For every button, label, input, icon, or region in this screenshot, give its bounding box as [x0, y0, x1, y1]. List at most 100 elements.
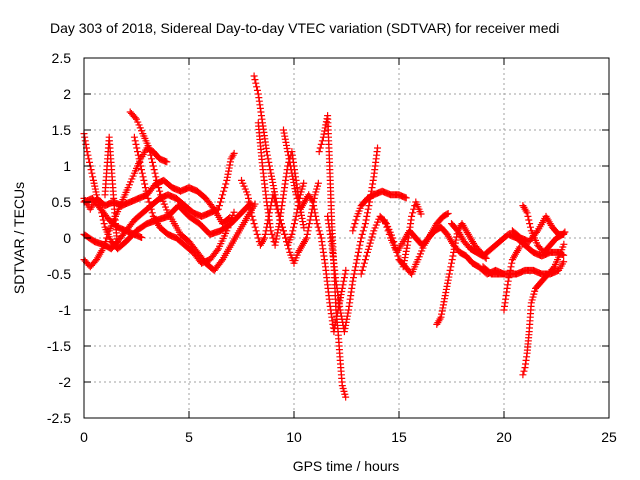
data-point: [275, 212, 283, 220]
data-point: [309, 198, 317, 206]
series-sat-d: [80, 149, 238, 253]
data-point: [516, 243, 524, 251]
data-point: [305, 220, 313, 228]
data-point: [219, 191, 227, 199]
data-point: [264, 155, 272, 163]
data-point: [384, 227, 392, 235]
data-point: [385, 230, 393, 238]
data-point: [358, 230, 366, 238]
y-tick-label: 0.5: [52, 194, 72, 210]
y-tick-label: 1.5: [52, 122, 72, 138]
data-point: [353, 256, 361, 264]
chart-title: Day 303 of 2018, Sidereal Day-to-day VTE…: [50, 20, 559, 36]
data-point: [278, 223, 286, 231]
data-point: [284, 148, 292, 156]
data-point: [360, 259, 368, 267]
data-point: [520, 367, 528, 375]
data-point: [303, 234, 311, 242]
data-point: [153, 176, 161, 184]
data-point: [87, 166, 95, 174]
x-tick-label: 25: [601, 429, 617, 445]
data-point: [367, 236, 375, 244]
data-point: [342, 266, 350, 274]
series-sat-g: [130, 133, 238, 267]
data-point: [383, 223, 391, 231]
data-point: [366, 239, 374, 247]
data-point: [532, 228, 540, 236]
y-tick-label: -1.5: [47, 338, 71, 354]
data-point: [359, 227, 367, 235]
data-point: [141, 184, 149, 192]
data-point: [318, 137, 326, 145]
data-point: [284, 151, 292, 159]
data-point: [350, 270, 358, 278]
y-tick-label: -2: [59, 374, 72, 390]
data-point: [294, 198, 302, 206]
data-point: [88, 169, 96, 177]
data-point: [352, 259, 360, 267]
data-point: [264, 216, 272, 224]
data-point: [245, 194, 252, 202]
data-point: [363, 212, 371, 220]
data-point: [312, 216, 320, 224]
y-tick-label: -1: [59, 302, 72, 318]
data-point: [507, 263, 515, 271]
data-point: [93, 191, 101, 199]
data-point: [359, 263, 367, 271]
data-point: [369, 230, 377, 238]
data-point: [244, 191, 252, 199]
data-point: [285, 245, 293, 253]
data-point: [283, 238, 291, 246]
data-point: [292, 212, 300, 220]
data-point: [145, 198, 153, 206]
data-point: [251, 76, 259, 84]
data-point: [250, 72, 258, 80]
y-tick-label: 2: [63, 86, 71, 102]
data-point: [220, 187, 228, 195]
data-point: [282, 234, 290, 242]
data-point: [508, 259, 516, 267]
data-point: [300, 179, 308, 187]
data-point: [523, 209, 531, 217]
data-point: [292, 191, 300, 199]
data-point: [263, 151, 271, 159]
data-point: [350, 274, 357, 282]
data-point: [99, 216, 107, 224]
data-point: [316, 230, 324, 238]
series-sat-w: [519, 202, 569, 256]
data-point: [314, 179, 322, 187]
data-point: [351, 220, 359, 228]
y-tick-label: -2.5: [47, 410, 71, 426]
data-point: [268, 230, 276, 238]
data-point: [364, 209, 371, 217]
y-axis-label: SDTVAR / TECUs: [11, 182, 27, 294]
data-point: [113, 238, 121, 246]
data-point: [315, 148, 323, 156]
data-point: [215, 202, 223, 210]
data-point: [408, 212, 416, 220]
data-point: [144, 194, 152, 202]
series-sat-u: [500, 243, 524, 314]
data-point: [81, 137, 89, 145]
series-sat-m: [324, 144, 382, 336]
data-point: [248, 212, 256, 220]
data-point: [148, 209, 156, 217]
data-point: [263, 148, 271, 156]
series-sat-n: [349, 187, 410, 235]
data-point: [266, 162, 273, 170]
data-point: [287, 162, 294, 170]
data-point: [313, 220, 321, 228]
data-point: [382, 220, 390, 228]
data-point: [276, 216, 284, 224]
data-point: [289, 227, 297, 235]
y-tick-label: 0: [63, 230, 71, 246]
data-point: [81, 133, 89, 141]
data-point: [140, 176, 148, 184]
data-point: [361, 220, 369, 228]
data-point: [253, 83, 261, 91]
data-point: [560, 230, 568, 238]
x-tick-label: 5: [185, 429, 193, 445]
data-point: [357, 270, 365, 278]
data-point: [291, 216, 299, 224]
data-point: [448, 259, 455, 267]
